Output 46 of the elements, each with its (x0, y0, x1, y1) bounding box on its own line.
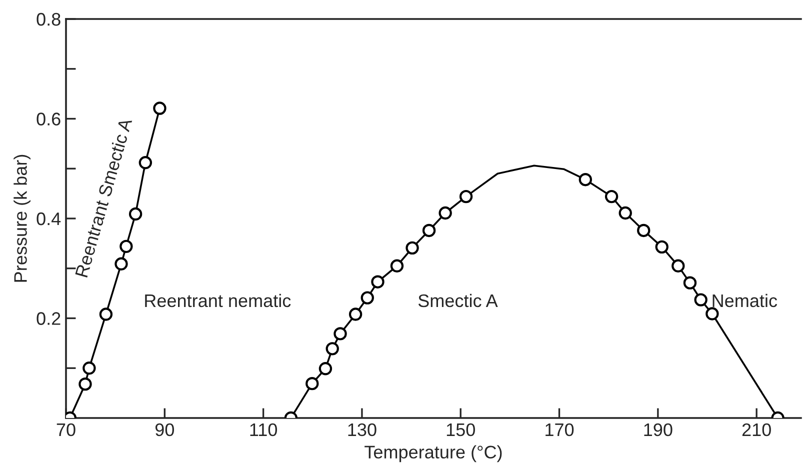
point (306, 376, 319, 390)
point (406, 241, 419, 255)
point (326, 342, 339, 356)
x-tick-label: 190 (644, 423, 672, 436)
point (318, 362, 332, 376)
point (706, 307, 719, 320)
point (348, 308, 362, 321)
point (153, 102, 166, 115)
point (334, 327, 347, 340)
point (371, 275, 384, 288)
point (683, 276, 697, 290)
point (78, 377, 92, 391)
point (459, 190, 473, 204)
x-tick-label: 170 (546, 423, 574, 436)
point (618, 206, 632, 220)
point (82, 362, 96, 375)
point (438, 206, 452, 220)
x-axis-title: Temperature (°C) (364, 445, 502, 462)
point (120, 240, 133, 254)
y-tick-label: 0.2 (36, 312, 60, 325)
y-axis-title: Pressure (k bar) (14, 154, 30, 282)
point (422, 224, 436, 238)
annotation: Nematic (712, 294, 778, 308)
point (99, 308, 113, 321)
y-tick-label: 0.4 (36, 212, 61, 226)
x-tick-label: 130 (348, 423, 376, 436)
point (637, 224, 650, 238)
point (604, 190, 618, 204)
annotation: Smectic A (418, 294, 498, 308)
y-tick-label: 0.8 (36, 12, 60, 26)
x-tick-label: 110 (250, 423, 277, 436)
point (360, 291, 374, 304)
y-tick-label: 0.6 (36, 112, 60, 126)
point (114, 257, 128, 270)
x-tick-label: 70 (56, 423, 76, 436)
point (138, 156, 152, 170)
x-tick-label: 210 (742, 423, 771, 436)
point (390, 259, 404, 272)
point (578, 172, 592, 186)
point (672, 259, 685, 272)
x-tick-label: 90 (155, 423, 174, 436)
annotation: Reentrant nematic (145, 294, 291, 308)
point (655, 240, 668, 254)
point (128, 207, 142, 221)
x-tick-label: 150 (446, 423, 475, 436)
point (694, 293, 708, 306)
